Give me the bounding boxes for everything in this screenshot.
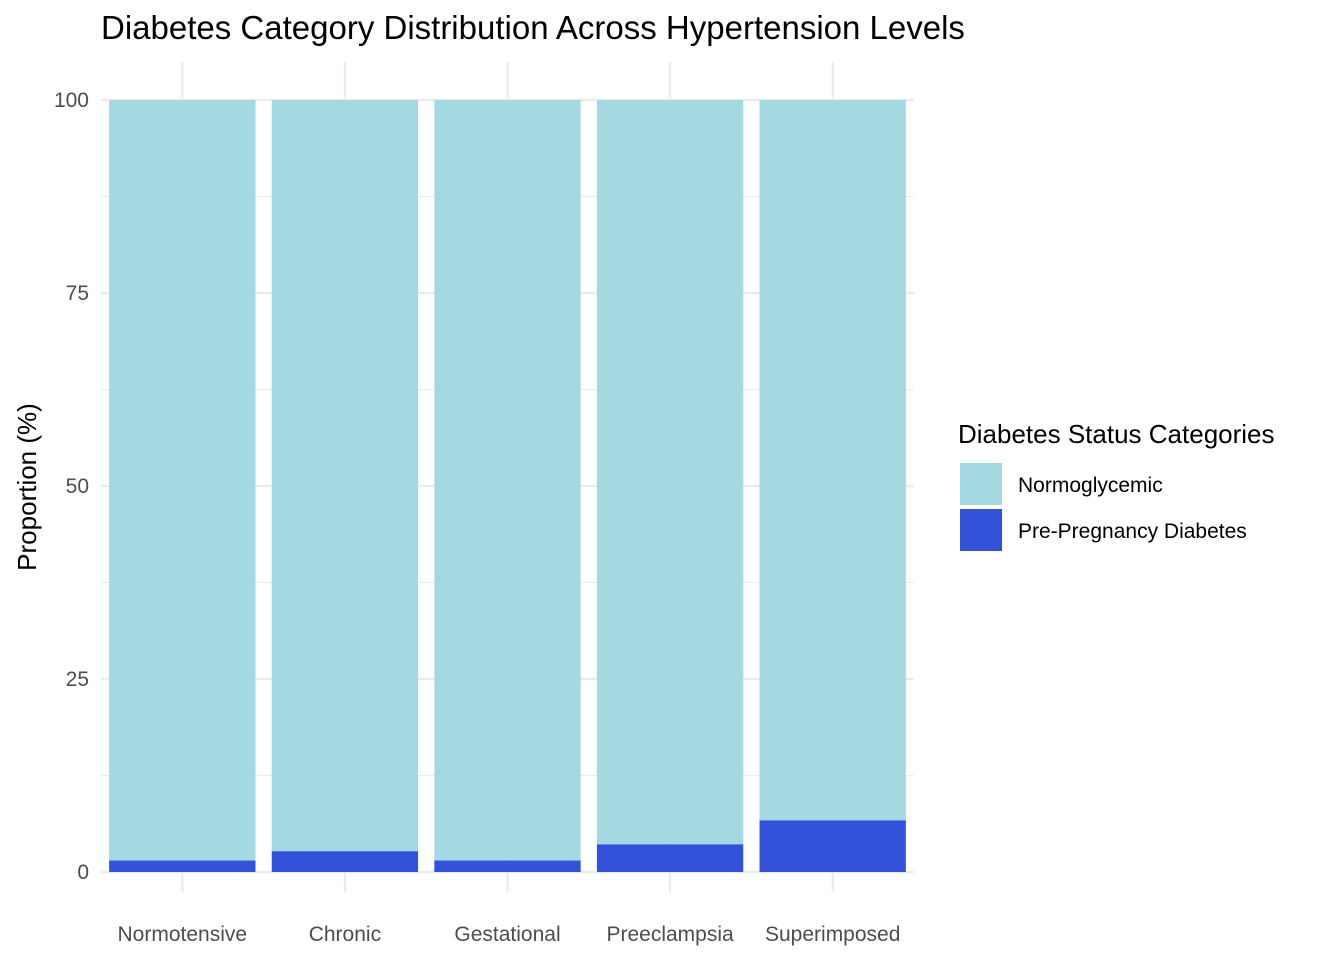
x-tick-label: Gestational xyxy=(454,923,560,946)
y-tick-label: 0 xyxy=(77,861,89,884)
y-tick-label: 75 xyxy=(66,282,89,305)
legend: Diabetes Status Categories Normoglycemic… xyxy=(958,419,1275,551)
x-tick-label: Chronic xyxy=(309,923,381,946)
x-tick-labels: Normotensive Chronic Gestational Preeclamps… xyxy=(118,923,901,946)
bar-pre-pregnancy-diabetes xyxy=(434,860,581,872)
legend-label: Pre-Pregnancy Diabetes xyxy=(1018,520,1247,543)
chart-title: Diabetes Category Distribution Across Hy… xyxy=(101,9,965,46)
x-tick-label: Preeclampsia xyxy=(606,923,734,946)
y-axis-title: Proportion (%) xyxy=(12,403,42,571)
bar-pre-pregnancy-diabetes xyxy=(596,844,744,872)
bar-normoglycemic xyxy=(271,100,419,852)
y-tick-label: 100 xyxy=(54,89,89,112)
bar-pre-pregnancy-diabetes xyxy=(109,860,256,872)
y-tick-label: 50 xyxy=(66,475,89,498)
x-tick-label: Normotensive xyxy=(118,923,248,946)
bar-pre-pregnancy-diabetes xyxy=(271,851,419,872)
legend-swatch xyxy=(960,509,1002,551)
bar-normoglycemic xyxy=(109,100,256,861)
x-tick-label: Superimposed xyxy=(765,923,900,946)
bar-pre-pregnancy-diabetes xyxy=(759,820,906,872)
legend-swatch xyxy=(960,463,1002,505)
bar-normoglycemic xyxy=(759,100,906,821)
y-tick-label: 25 xyxy=(66,668,89,691)
legend-title: Diabetes Status Categories xyxy=(958,419,1275,449)
bar-normoglycemic xyxy=(434,100,581,861)
bars xyxy=(109,100,906,872)
bar-normoglycemic xyxy=(596,100,744,845)
legend-label: Normoglycemic xyxy=(1018,474,1163,497)
y-tick-labels: 0 25 50 75 100 xyxy=(54,89,89,884)
